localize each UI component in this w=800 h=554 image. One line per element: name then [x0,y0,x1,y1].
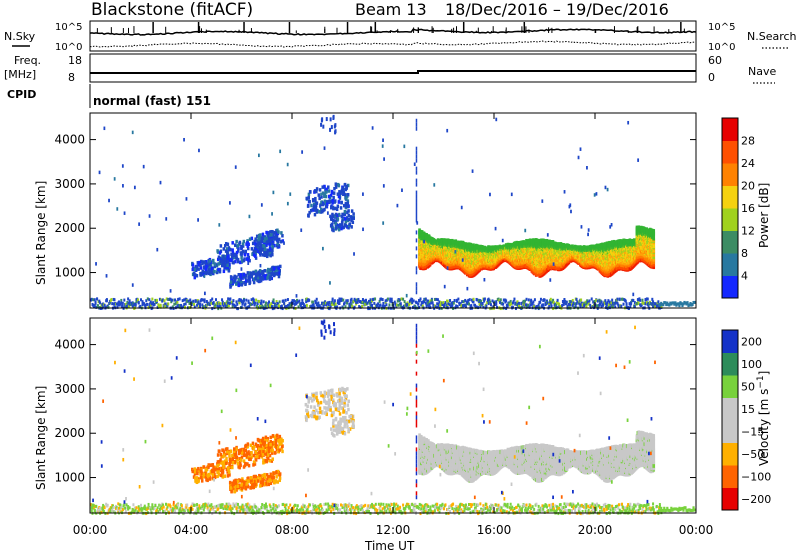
data-cell [204,267,208,272]
data-cell [208,263,212,268]
station-title: Blackstone (fitACF) [91,0,253,20]
data-cell [420,230,424,235]
noise-tick-low-right: 10^0 [708,42,735,53]
data-cell [209,272,212,277]
data-cell [209,266,212,270]
freq-label: Freq. [14,54,41,67]
nsky-spikes [96,22,685,33]
data-cell [420,266,423,271]
nave-label: Nave [748,65,776,78]
data-cell [197,263,200,267]
data-cell [195,273,199,278]
data-cell [645,227,648,232]
data-cell [471,252,474,257]
data-cell [202,272,206,276]
cpid-value: normal (fast) 151 [93,94,211,108]
data-cell [522,240,526,245]
data-cell [213,269,216,274]
data-cell [228,265,231,270]
data-cell [216,257,220,262]
data-cell [206,270,209,274]
cpid-label: CPID [7,88,36,101]
nsky-series-line [89,28,697,36]
data-cell [199,273,202,277]
noise-tick-high-right: 10^5 [708,22,735,33]
data-cell [193,275,197,280]
data-cell [425,232,428,237]
data-cell [436,238,440,243]
data-cell [469,242,473,247]
data-cell [218,267,222,272]
data-cell [652,262,656,267]
data-cell [498,244,502,249]
data-cell [202,265,206,270]
data-cell [200,259,203,264]
freq-tick-high: 18 [68,54,82,67]
data-cell [212,260,215,265]
freq-unit: [MHz] [4,68,36,81]
data-cell [652,231,656,236]
data-cell [215,270,219,275]
nave-tick-high: 60 [708,54,722,67]
data-cell [201,269,204,273]
freq-panel: Freq. [MHz] 18 8 60 0 Nave CPID normal (… [4,53,776,108]
data-cell [204,271,207,275]
noise-tick-high-left: 10^5 [55,22,82,33]
data-cell [196,261,200,265]
nsky-label: N.Sky [4,30,36,43]
data-cell [194,273,197,278]
data-cell [434,243,437,248]
data-cell [652,265,656,270]
data-cell [553,262,557,267]
date-range: 18/Dec/2016 – 19/Dec/2016 [445,0,669,19]
data-cell [652,255,656,260]
data-cell [207,271,211,276]
nsearch-label: N.Search [747,30,797,43]
data-cell [652,229,656,234]
data-cell [222,269,226,274]
data-cell [217,262,220,266]
freq-series-line [90,70,696,74]
data-cell [652,243,656,248]
data-cell [532,238,535,243]
data-cell [503,244,506,249]
data-cell [199,266,203,270]
noise-panel: N.Sky 10^5 10^0 10^5 10^0 N.Search [4,20,797,53]
power-data-layer [90,114,696,311]
freq-tick-low: 8 [68,71,75,84]
data-cell [420,240,424,245]
data-cell [652,236,656,241]
data-cell [509,243,512,248]
data-cell [542,238,546,243]
data-cell [207,267,210,271]
data-cell [197,267,200,271]
data-cell [191,267,195,272]
nsearch-series-line [89,40,697,48]
noise-tick-low-left: 10^0 [55,42,82,53]
data-cell [613,265,617,270]
data-cell [218,269,222,274]
beam-label: Beam 13 [355,0,427,19]
nave-tick-low: 0 [708,71,715,84]
data-cell [200,271,204,276]
data-cell [217,267,220,272]
